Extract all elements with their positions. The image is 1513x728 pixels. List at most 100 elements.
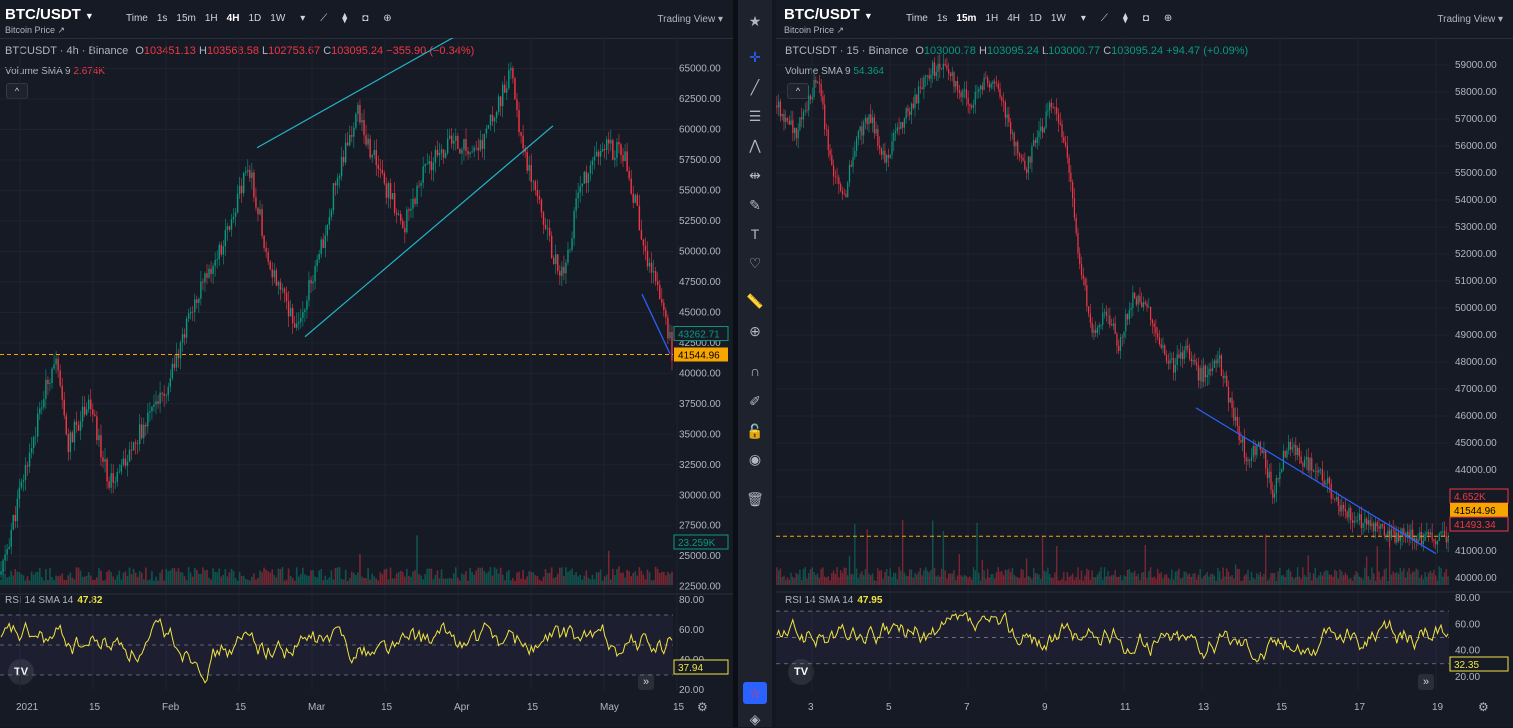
right-timeframe-1s[interactable]: 1s xyxy=(936,13,948,24)
volume-bar xyxy=(334,568,337,585)
fib-icon[interactable]: ☰ xyxy=(748,108,762,124)
crosshair-icon[interactable]: ✛ xyxy=(749,49,761,65)
left-o-label: O xyxy=(135,45,144,57)
y-tick-label: 49000.00 xyxy=(1455,330,1497,341)
rsi-tick-label: 80.00 xyxy=(679,595,704,606)
right-timeframe-4h[interactable]: 4H xyxy=(1007,13,1021,24)
layers-icon[interactable]: ◈ xyxy=(749,711,761,727)
volume-bar xyxy=(581,579,584,585)
left-timeframe-1d[interactable]: 1D xyxy=(248,13,262,24)
chevron-down-icon[interactable]: ▾ xyxy=(1080,13,1086,24)
gear-icon[interactable]: ⚙ xyxy=(1478,700,1489,714)
candle-body xyxy=(126,461,129,466)
right-scroll-to-latest-button[interactable]: » xyxy=(1418,674,1434,690)
right-timeframe-1d[interactable]: 1D xyxy=(1029,13,1042,24)
candle-body xyxy=(506,88,508,93)
right-timeframe-1w[interactable]: 1W xyxy=(1050,13,1066,24)
lock-icon[interactable]: 🔓 xyxy=(746,423,764,439)
volume-bar xyxy=(1116,576,1118,585)
left-timeframe-4h[interactable]: 4H xyxy=(226,13,240,24)
candle-body xyxy=(1348,507,1350,518)
volume-bar xyxy=(926,570,929,585)
volume-bar xyxy=(947,573,950,585)
left-timeframe-15m[interactable]: 15m xyxy=(176,13,196,24)
trendline-icon[interactable]: ╱ xyxy=(750,79,760,95)
left-timeframe-1h[interactable]: 1H xyxy=(204,13,218,24)
volume-bar xyxy=(8,576,10,585)
indicators-icon[interactable]: ⟋ xyxy=(1100,13,1108,24)
candle-body xyxy=(328,217,331,225)
volume-bar xyxy=(1300,579,1302,585)
indicators-icon[interactable]: ⟋ xyxy=(320,13,328,24)
heart-icon[interactable]: ♡ xyxy=(748,255,762,271)
candle-body xyxy=(1224,375,1226,379)
eye-icon[interactable]: ◉ xyxy=(748,451,762,467)
volume-bar xyxy=(1165,574,1168,585)
right-symbol-selector[interactable]: BTC/USDT ▼ xyxy=(784,6,873,23)
left-legend-name: BTCUSDT · 4h · Binance xyxy=(5,45,129,57)
left-scroll-to-latest-button[interactable]: » xyxy=(638,674,654,690)
candle-body xyxy=(946,65,948,70)
candle-body xyxy=(1286,450,1288,458)
right-timeframe-1h[interactable]: 1H xyxy=(985,13,999,24)
y-tick-label: 48000.00 xyxy=(1455,357,1497,368)
magnet-icon[interactable]: ∩ xyxy=(749,363,761,379)
candles-icon[interactable]: ⧫ xyxy=(342,13,348,24)
ruler-icon[interactable]: 📏 xyxy=(746,293,764,309)
star-icon[interactable]: ★ xyxy=(748,13,762,29)
volume-bar xyxy=(848,555,851,585)
candle-body xyxy=(559,270,561,276)
volume-bar xyxy=(585,570,588,585)
pattern-icon[interactable]: ⋀ xyxy=(749,137,761,153)
volume-bar xyxy=(820,568,822,585)
brush-icon[interactable]: ✎ xyxy=(749,197,761,213)
volume-bar xyxy=(1289,571,1292,585)
gear-icon[interactable]: ⚙ xyxy=(697,700,708,714)
chevron-down-icon[interactable]: ▾ xyxy=(300,13,306,24)
volume-bar xyxy=(1020,568,1022,585)
candle-body xyxy=(1010,122,1012,134)
candle-body xyxy=(49,382,51,384)
left-timeframe-1w[interactable]: 1W xyxy=(270,13,286,24)
left-chart-area[interactable]: 65000.00 62500.00 60000.00 57500.00 55000.00… xyxy=(0,11,733,727)
right-collapse-button[interactable]: ^ xyxy=(787,83,809,99)
right-timeframe-time[interactable]: Time xyxy=(906,13,928,24)
projection-icon[interactable]: ⇹ xyxy=(749,167,761,183)
volume-bar xyxy=(57,576,59,585)
volume-bar xyxy=(140,572,143,585)
add-icon[interactable]: ⊕ xyxy=(383,13,392,24)
candle-body xyxy=(1215,360,1217,364)
right-timeframe-15m[interactable]: 15m xyxy=(956,13,977,24)
volume-bar xyxy=(159,572,161,585)
right-chart-svg[interactable]: 59000.0058000.0057000.0056000.0055000.00… xyxy=(776,38,1513,727)
volume-bar xyxy=(1050,577,1053,585)
camera-icon[interactable]: ◘ xyxy=(1142,13,1149,24)
volume-bar xyxy=(81,576,84,585)
volume-bar xyxy=(1328,574,1331,585)
left-symbol-selector[interactable]: BTC/USDT ▼ xyxy=(5,6,94,23)
add-icon[interactable]: ⊕ xyxy=(1163,13,1173,24)
trash-icon[interactable]: 🗑 xyxy=(746,491,764,507)
candle-body xyxy=(1123,331,1125,338)
text-icon[interactable]: T xyxy=(750,226,760,242)
zoom-in-icon[interactable]: ⊕ xyxy=(749,323,761,339)
right-chart-area[interactable]: 59000.00 58000.00 57000.00 56000.00 55000.00… xyxy=(776,38,1513,727)
candle-body xyxy=(130,449,133,451)
candle-body xyxy=(169,378,172,387)
volume-bar xyxy=(353,572,355,585)
candle-body xyxy=(442,149,445,158)
candles-icon[interactable]: ⧫ xyxy=(1122,13,1128,24)
volume-bar xyxy=(1282,575,1285,585)
candle-body xyxy=(271,269,273,278)
right-trading-view-label[interactable]: Trading View ▾ xyxy=(1437,14,1503,25)
volume-bar xyxy=(85,575,88,585)
star-watchlist-icon[interactable]: ☆ xyxy=(743,682,767,704)
left-timeframe-time[interactable]: Time xyxy=(126,13,148,24)
lock-draw-icon[interactable]: ✐ xyxy=(749,393,761,409)
left-chart-svg[interactable]: 65000.0062500.0060000.0057500.0055000.00… xyxy=(0,11,733,727)
panel-divider[interactable] xyxy=(733,0,738,727)
left-trading-view-label[interactable]: Trading View ▾ xyxy=(657,14,723,25)
left-timeframe-1s[interactable]: 1s xyxy=(156,13,168,24)
candle-body xyxy=(1233,408,1235,421)
camera-icon[interactable]: ◘ xyxy=(362,13,369,24)
